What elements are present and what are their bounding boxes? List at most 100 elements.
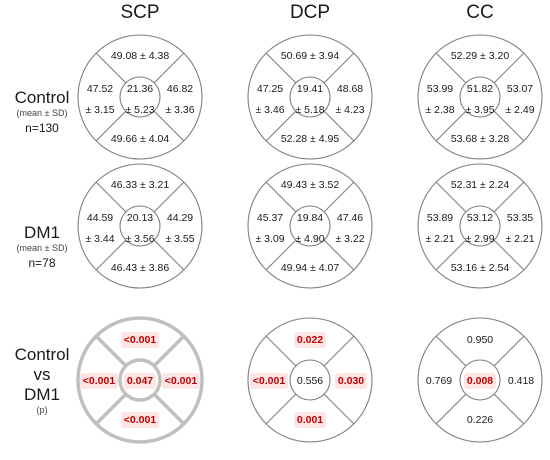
temporal-sector-sd: ± 3.55 xyxy=(165,233,194,245)
sector-divider xyxy=(493,239,525,271)
superior-sector-value: 52.31 ± 2.24 xyxy=(451,179,509,191)
outer-ring xyxy=(247,317,373,443)
outer-ring xyxy=(77,34,203,160)
row-title-line: vs xyxy=(33,365,51,384)
nasal-sector-mean: 44.59 xyxy=(87,212,113,224)
superior-sector-p-value: <0.001 xyxy=(124,334,157,346)
row-label-dm1: DM1 (mean ± SD) n=78 xyxy=(2,223,82,271)
nasal-sector-sd: ± 2.21 xyxy=(425,233,454,245)
outer-ring xyxy=(247,163,373,289)
outer-ring xyxy=(77,163,203,289)
row-label-comparison: Control vs DM1 (p) xyxy=(2,345,82,416)
temporal-sector-p-value: <0.001 xyxy=(165,375,198,387)
nasal-sector-sd: ± 3.15 xyxy=(85,104,114,116)
sector-divider xyxy=(265,181,297,213)
inferior-sector-value: 52.28 ± 4.95 xyxy=(281,133,339,145)
inferior-sector-value: 53.16 ± 2.54 xyxy=(451,262,509,274)
center-sd: ± 5.23 xyxy=(125,104,154,116)
center-p-value: 0.556 xyxy=(297,375,323,387)
inner-ring xyxy=(119,76,161,118)
significance-highlight xyxy=(124,373,156,389)
row-sample-size: n=130 xyxy=(25,121,59,135)
significance-highlight xyxy=(294,332,326,348)
nasal-sector-mean: 53.99 xyxy=(427,83,453,95)
sector-divider xyxy=(265,393,297,425)
center-sd: ± 5.18 xyxy=(295,104,324,116)
row-subtitle: (mean ± SD) xyxy=(16,108,68,118)
inferior-sector-value: 49.94 ± 4.07 xyxy=(281,262,339,274)
temporal-sector-mean: 53.07 xyxy=(507,83,533,95)
significance-highlight xyxy=(464,373,496,389)
inner-ring xyxy=(459,76,501,118)
temporal-sector-sd: ± 3.36 xyxy=(165,104,194,116)
etdrs-grid-dcp-row-2: 49.43 ± 3.52 49.94 ± 4.07 45.37 ± 3.09 47.46… xyxy=(247,163,373,289)
temporal-sector-p-value: 0.030 xyxy=(338,375,364,387)
center-p-value: 0.047 xyxy=(127,375,153,387)
significance-highlight xyxy=(294,412,326,428)
inner-ring xyxy=(289,76,331,118)
sector-divider xyxy=(435,335,467,367)
sector-divider xyxy=(153,239,185,271)
row-title-line: Control xyxy=(14,345,70,364)
sector-divider xyxy=(435,181,467,213)
sector-divider xyxy=(323,393,355,425)
row-subtitle: (p) xyxy=(36,405,48,415)
nasal-sector-sd: ± 3.46 xyxy=(255,104,284,116)
nasal-sector-mean: 47.25 xyxy=(257,83,283,95)
center-sd: ± 3.95 xyxy=(465,104,494,116)
center-sd: ± 4.90 xyxy=(295,233,324,245)
sector-divider xyxy=(493,335,525,367)
center-p-value: 0.008 xyxy=(467,375,493,387)
sector-divider xyxy=(265,239,297,271)
inferior-sector-value: 46.43 ± 3.86 xyxy=(111,262,169,274)
outer-ring xyxy=(247,34,373,160)
center-sd: ± 2.99 xyxy=(465,233,494,245)
sector-divider xyxy=(435,52,467,84)
sector-divider xyxy=(323,335,355,367)
outer-ring xyxy=(417,317,543,443)
superior-sector-p-value: 0.022 xyxy=(297,334,323,346)
row-subtitle: (mean ± SD) xyxy=(16,243,68,253)
temporal-sector-sd: ± 3.22 xyxy=(335,233,364,245)
sector-divider xyxy=(323,181,355,213)
inferior-sector-value: 53.68 ± 3.28 xyxy=(451,133,509,145)
sector-divider xyxy=(153,52,185,84)
nasal-sector-mean: 53.89 xyxy=(427,212,453,224)
inner-ring xyxy=(459,205,501,247)
row-sample-size: n=78 xyxy=(28,256,56,270)
etdrs-grid-scp-row-2: 46.33 ± 3.21 46.43 ± 3.86 44.59 ± 3.44 44.29… xyxy=(77,163,203,289)
temporal-sector-mean: 53.35 xyxy=(507,212,533,224)
nasal-sector-p-value: 0.769 xyxy=(426,375,452,387)
significance-highlight xyxy=(335,373,367,389)
nasal-sector-sd: ± 2.38 xyxy=(425,104,454,116)
inner-ring xyxy=(119,205,161,247)
center-mean: 21.36 xyxy=(127,83,153,95)
center-sd: ± 3.56 xyxy=(125,233,154,245)
etdrs-grid-scp-row-3: <0.001 <0.001 <0.001 <0.001 0.047 xyxy=(76,316,204,444)
row-label-control: Control (mean ± SD) n=130 xyxy=(2,88,82,136)
significance-highlight xyxy=(250,373,288,389)
sector-divider xyxy=(265,52,297,84)
superior-sector-value: 49.08 ± 4.38 xyxy=(111,50,169,62)
inferior-sector-p-value: 0.001 xyxy=(297,414,323,426)
sector-divider xyxy=(153,110,185,142)
center-mean: 53.12 xyxy=(467,212,493,224)
center-mean: 19.84 xyxy=(297,212,323,224)
nasal-sector-p-value: <0.001 xyxy=(253,375,286,387)
inner-ring xyxy=(289,359,331,401)
sector-divider xyxy=(435,239,467,271)
sector-divider xyxy=(265,110,297,142)
significance-highlight xyxy=(121,412,159,428)
column-heading-cc: CC xyxy=(466,2,494,23)
superior-sector-value: 52.29 ± 3.20 xyxy=(451,50,509,62)
center-mean: 20.13 xyxy=(127,212,153,224)
significance-highlight xyxy=(162,373,200,389)
temporal-sector-sd: ± 2.49 xyxy=(505,104,534,116)
outer-ring xyxy=(76,316,204,444)
sector-divider xyxy=(493,181,525,213)
sector-divider xyxy=(265,335,297,367)
row-title: DM1 xyxy=(24,223,60,242)
center-mean: 19.41 xyxy=(297,83,323,95)
nasal-sector-mean: 47.52 xyxy=(87,83,113,95)
